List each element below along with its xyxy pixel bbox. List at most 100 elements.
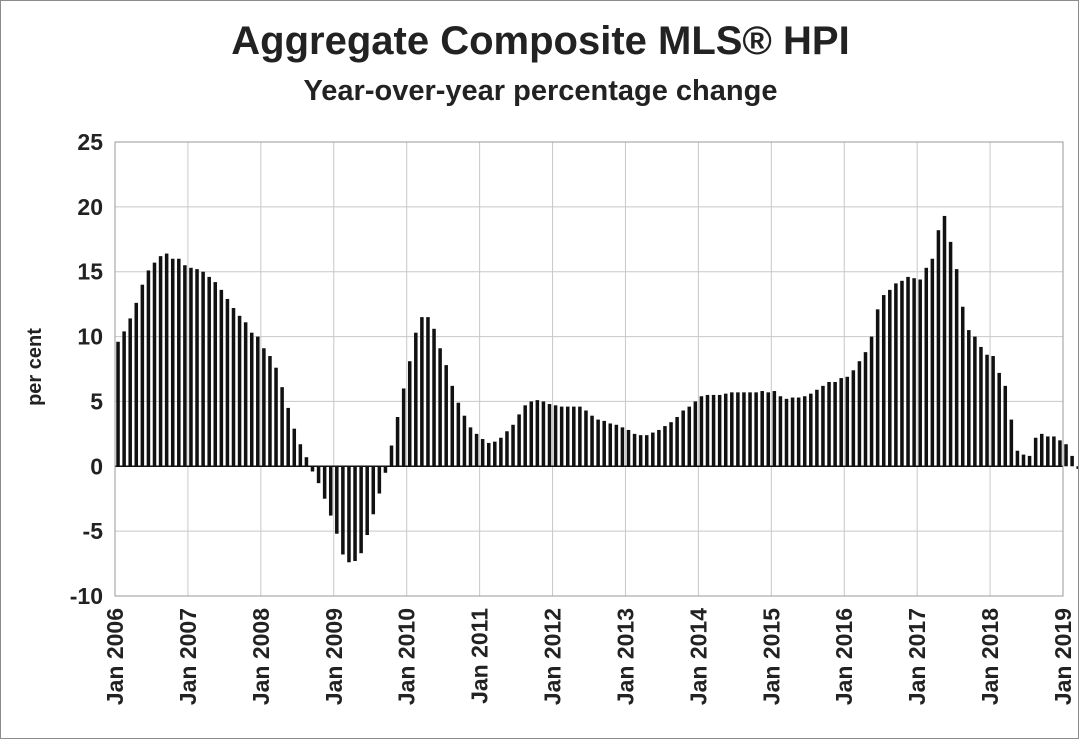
bar [517, 414, 521, 467]
plot-border [114, 141, 1064, 597]
bar [177, 258, 181, 467]
bar [796, 397, 801, 467]
bar [347, 466, 351, 563]
bar [669, 422, 673, 467]
bar [1021, 454, 1026, 467]
bar [164, 253, 169, 467]
bar [353, 466, 357, 561]
bar [310, 466, 315, 472]
bar [608, 423, 613, 467]
bar [590, 415, 594, 467]
chart-title: Aggregate Composite MLS® HPI [231, 19, 850, 63]
bar [717, 394, 722, 467]
bar [122, 331, 126, 467]
bar [401, 388, 406, 467]
bar [249, 332, 254, 467]
bar [304, 457, 309, 467]
x-tick-label: Jan 2008 [248, 608, 274, 705]
y-tick-label: 15 [77, 259, 103, 285]
bar [1015, 450, 1020, 467]
bar [486, 442, 491, 467]
bar [371, 466, 376, 515]
bar [888, 289, 892, 467]
bar [699, 396, 704, 467]
bar [675, 416, 679, 467]
bar [1070, 455, 1074, 467]
bar [578, 406, 582, 467]
bar [924, 267, 929, 467]
x-tick-label: Jan 2015 [758, 608, 784, 705]
bar [183, 265, 187, 467]
bar [444, 365, 448, 467]
bar [474, 433, 479, 467]
bar [614, 424, 619, 467]
bar [991, 356, 995, 467]
bar [638, 435, 643, 467]
bar [1009, 419, 1014, 467]
bar [286, 407, 290, 467]
bar [146, 270, 151, 467]
bar [705, 394, 710, 467]
bar [626, 429, 631, 467]
bar [754, 392, 758, 467]
bar [960, 306, 965, 467]
bar [833, 381, 837, 467]
bar [912, 278, 916, 467]
bar [930, 258, 935, 467]
bar [450, 385, 455, 467]
bar [493, 441, 497, 467]
bar [322, 466, 327, 499]
bar [225, 298, 230, 467]
y-axis-label: per cent [24, 328, 46, 406]
bar [918, 279, 922, 467]
bar [341, 466, 345, 555]
bar [170, 258, 175, 467]
bar [116, 341, 120, 467]
bar [760, 391, 764, 467]
bar [456, 402, 461, 467]
bar [565, 406, 570, 467]
bar [529, 401, 534, 467]
bar [967, 330, 971, 467]
chart-subtitle: Year-over-year percentage change [303, 75, 778, 107]
y-tick-label: 25 [77, 129, 103, 155]
y-tick-label: 10 [77, 324, 103, 350]
bar [231, 308, 236, 467]
bar [280, 387, 284, 467]
x-tick-label: Jan 2018 [977, 608, 1003, 705]
bar [389, 445, 394, 467]
bar [213, 282, 218, 467]
bar [693, 401, 698, 467]
bar [134, 302, 139, 467]
x-tick-label: Jan 2019 [1050, 608, 1076, 705]
bar [748, 392, 752, 467]
bar [298, 444, 303, 467]
bar [243, 322, 248, 467]
bar [383, 466, 388, 473]
bar [772, 391, 777, 467]
bar [237, 315, 242, 467]
y-tick-label: 5 [90, 388, 103, 414]
bar [644, 435, 649, 467]
bar [559, 406, 564, 467]
bar [687, 406, 692, 467]
bar [730, 392, 734, 467]
bar [839, 378, 843, 467]
bar [256, 336, 260, 467]
bar [420, 317, 424, 467]
bar [365, 466, 369, 536]
bar [1033, 437, 1038, 467]
bar [1027, 455, 1032, 467]
bar [906, 276, 910, 467]
bar [881, 295, 886, 467]
bar [851, 370, 856, 467]
bar [158, 256, 163, 467]
bar [845, 376, 850, 467]
x-tick-label: Jan 2013 [612, 608, 638, 705]
x-tick-label: Jan 2010 [394, 608, 420, 705]
bar [1003, 385, 1008, 467]
bar [140, 284, 145, 467]
bar [723, 393, 728, 467]
bar [778, 396, 783, 467]
